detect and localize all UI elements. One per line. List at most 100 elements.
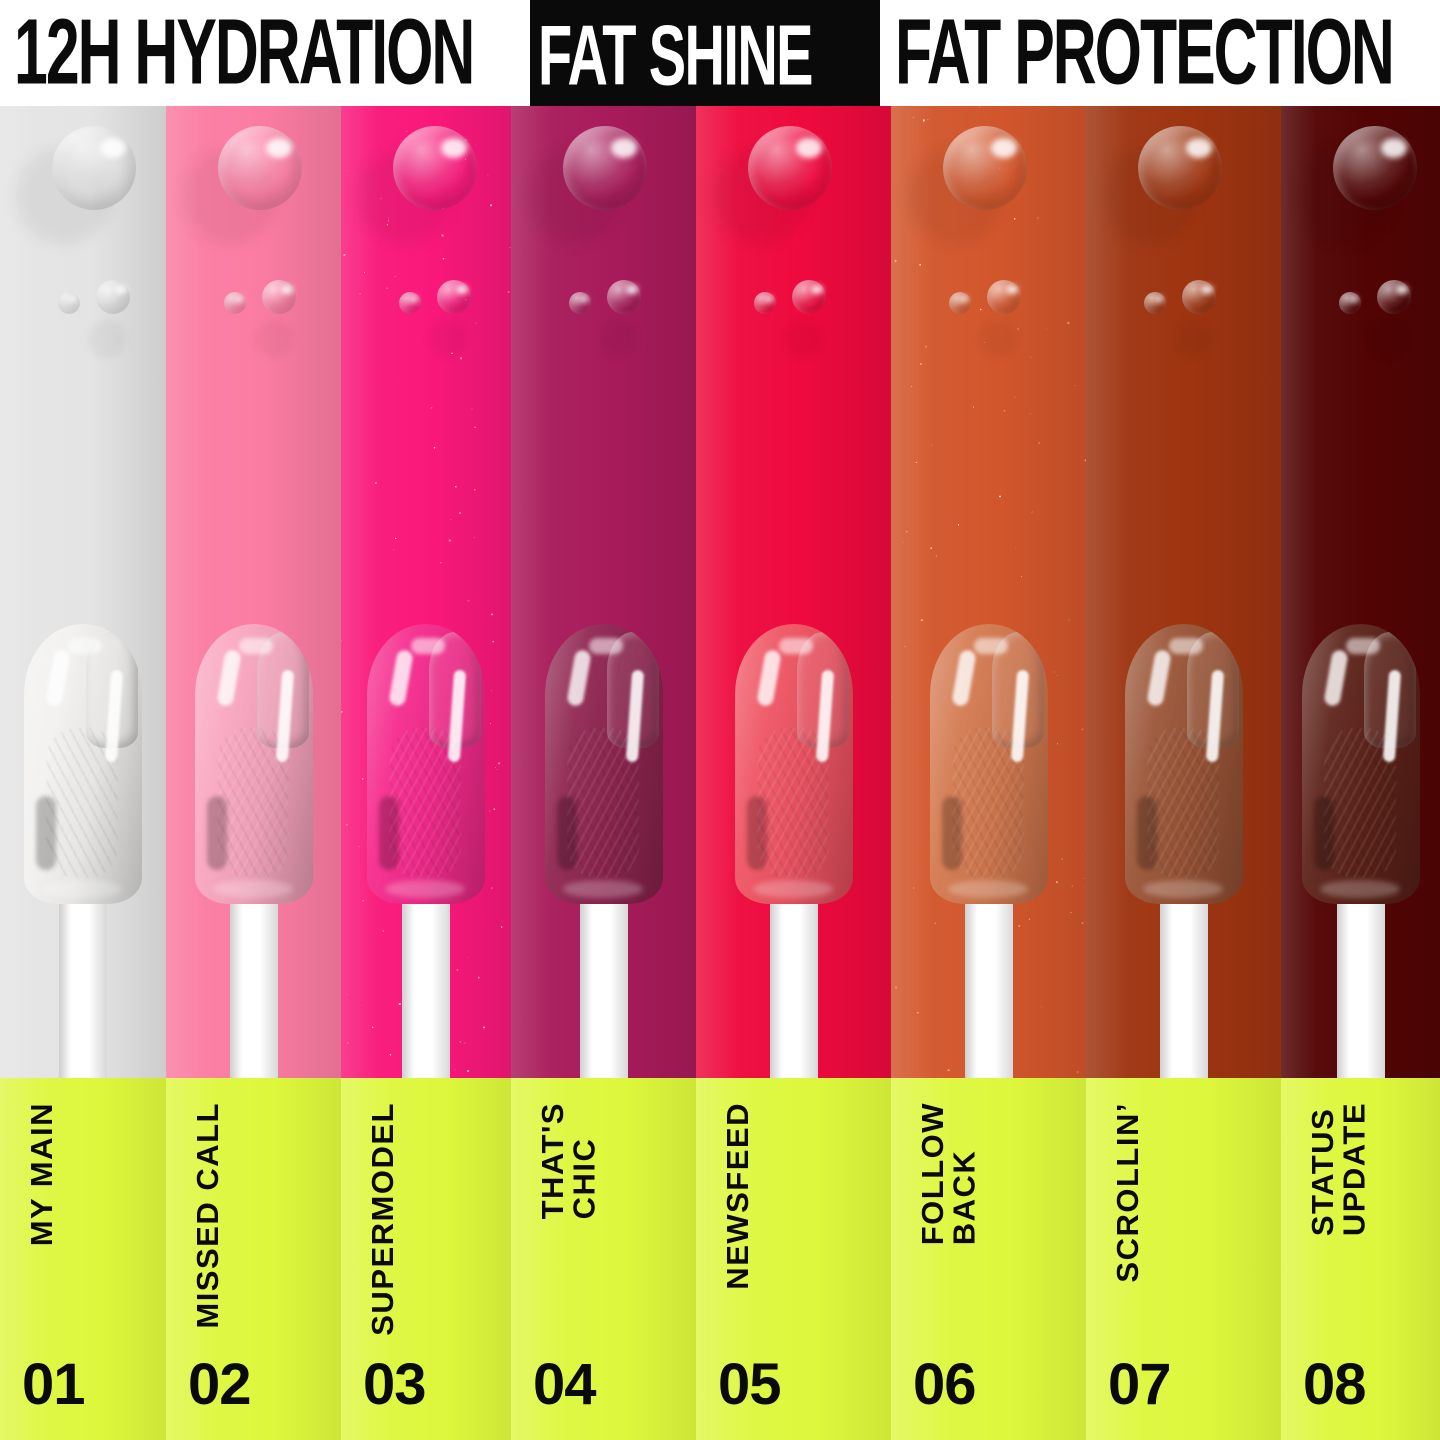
tip-color-fill (1301, 624, 1420, 904)
claim-protection-text: FAT PROTECTION (895, 0, 1395, 105)
tip-color-fill (194, 624, 313, 904)
droplet-group (1086, 104, 1281, 404)
shade-name-06: FOLLOW BACK (915, 1102, 982, 1246)
shade-column-07[interactable]: SCROLLIN’ 07 (1086, 104, 1281, 1440)
droplet-group (696, 104, 891, 404)
applicator-wand-04 (529, 624, 679, 1078)
label-bar-sheen (0, 1078, 166, 1440)
shade-number-06: 06 (913, 1352, 977, 1417)
droplet-group (341, 104, 511, 404)
claims-header: 12H HYDRATION FAT SHINE FAT PROTECTION (0, 0, 1440, 106)
shade-number-03: 03 (363, 1352, 427, 1417)
tip-highlight-top (68, 638, 102, 654)
shade-swatch-02 (166, 104, 341, 1078)
wand-handle (1336, 872, 1385, 1078)
shade-column-01[interactable]: MY MAIN 01 (0, 104, 166, 1440)
shade-column-06[interactable]: FOLLOW BACK 06 (891, 104, 1086, 1440)
tip-highlight-top (778, 638, 813, 654)
tip-notch-shadow (379, 796, 399, 870)
shade-label-bar-04[interactable]: THAT'S CHIC 04 (511, 1078, 696, 1440)
tip-color-fill (367, 624, 485, 904)
droplet-shadow-small (1369, 320, 1407, 358)
tip-highlight-top (1168, 638, 1203, 654)
wand-handle (229, 872, 278, 1078)
shade-label-bar-07[interactable]: SCROLLIN’ 07 (1086, 1078, 1281, 1440)
shade-column-08[interactable]: STATUS UPDATE 08 (1281, 104, 1440, 1440)
droplet-large (748, 126, 832, 210)
tip-highlight-bottom (42, 880, 122, 898)
shade-label-bar-03[interactable]: SUPERMODEL 03 (341, 1078, 511, 1440)
tip-highlight-bottom (1319, 880, 1400, 898)
doe-foot-applicator-tip (544, 624, 663, 904)
shade-name-01: MY MAIN (24, 1102, 59, 1247)
shade-number-04: 04 (533, 1352, 597, 1417)
shade-number-01: 01 (22, 1352, 86, 1417)
droplet-small-2 (262, 280, 296, 314)
shade-column-03[interactable]: SUPERMODEL 03 (341, 104, 511, 1440)
tip-highlight-top (1345, 638, 1380, 654)
shade-swatch-06 (891, 104, 1086, 1078)
shade-number-05: 05 (718, 1352, 782, 1417)
tip-shading (544, 624, 663, 904)
droplet-large (393, 126, 477, 210)
shade-label-bar-08[interactable]: STATUS UPDATE 08 (1281, 1078, 1440, 1440)
droplet-shadow-small (254, 320, 292, 358)
droplet-large (218, 126, 302, 210)
shade-column-04[interactable]: THAT'S CHIC 04 (511, 104, 696, 1440)
droplet-large (943, 126, 1027, 210)
tip-highlight-top (411, 638, 445, 654)
tip-notch-shadow (36, 796, 56, 870)
shade-number-07: 07 (1108, 1352, 1172, 1417)
shade-swatch-08 (1281, 104, 1440, 1078)
shade-label-bar-02[interactable]: MISSED CALL 02 (166, 1078, 341, 1440)
tip-notch-shadow (1313, 796, 1334, 870)
tip-color-fill (929, 624, 1048, 904)
droplet-small-1 (754, 292, 776, 314)
label-bar-sheen (1281, 1078, 1440, 1440)
applicator-wand-02 (179, 624, 329, 1078)
tip-highlight-top (588, 638, 623, 654)
tip-highlight-bottom (1142, 880, 1223, 898)
droplet-small-1 (399, 292, 421, 314)
droplet-shadow-small (1174, 320, 1212, 358)
droplet-small-1 (58, 292, 80, 314)
shade-column-05[interactable]: NEWSFEED 05 (696, 104, 891, 1440)
tip-highlight-top (238, 638, 273, 654)
doe-foot-applicator-tip (734, 624, 853, 904)
doe-foot-applicator-tip (1301, 624, 1420, 904)
tip-notch-shadow (556, 796, 577, 870)
droplet-group (1281, 104, 1440, 404)
droplet-group (511, 104, 696, 404)
droplet-shadow-small (599, 320, 637, 358)
shade-name-04: THAT'S CHIC (535, 1102, 602, 1220)
shade-name-02: MISSED CALL (190, 1102, 225, 1329)
applicator-wand-08 (1286, 624, 1436, 1078)
shade-column-02[interactable]: MISSED CALL 02 (166, 104, 341, 1440)
droplet-group (891, 104, 1086, 404)
tip-shading (734, 624, 853, 904)
shade-label-bar-01[interactable]: MY MAIN 01 (0, 1078, 166, 1440)
shade-label-bar-05[interactable]: NEWSFEED 05 (696, 1078, 891, 1440)
droplet-group (0, 104, 166, 404)
shade-swatch-04 (511, 104, 696, 1078)
tip-color-fill (24, 624, 142, 904)
claim-hydration-text: 12H HYDRATION (14, 0, 475, 105)
droplet-small-1 (949, 292, 971, 314)
wand-handle (59, 872, 107, 1078)
tip-highlight-bottom (562, 880, 643, 898)
droplet-large (52, 126, 136, 210)
shade-label-bar-06[interactable]: FOLLOW BACK 06 (891, 1078, 1086, 1440)
shade-swatch-01 (0, 104, 166, 1078)
tip-shading (194, 624, 313, 904)
wand-handle (964, 872, 1013, 1078)
shade-swatch-05 (696, 104, 891, 1078)
tip-highlight-bottom (385, 880, 465, 898)
doe-foot-applicator-tip (929, 624, 1048, 904)
droplet-small-2 (437, 280, 471, 314)
tip-shading (367, 624, 485, 904)
tip-highlight-top (973, 638, 1008, 654)
applicator-wand-06 (914, 624, 1064, 1078)
droplet-small-2 (607, 280, 641, 314)
droplet-group (166, 104, 341, 404)
